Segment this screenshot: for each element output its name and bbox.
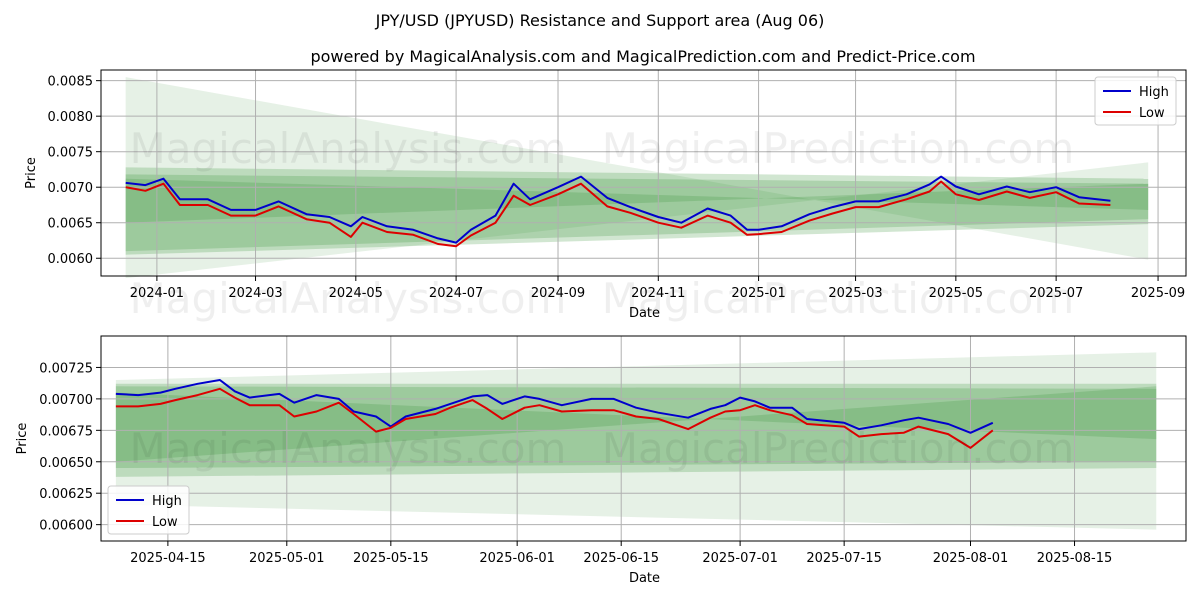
x-tick-label: 2024-07 — [429, 286, 483, 301]
x-tick-label: 2025-07 — [1029, 286, 1083, 301]
y-tick-label: 0.00650 — [39, 456, 93, 471]
x-axis-label: Date — [629, 306, 660, 321]
x-tick-label: 2024-03 — [228, 286, 282, 301]
y-tick-label: 0.00600 — [39, 519, 93, 534]
legend: High Low — [107, 485, 190, 535]
watermark-analysis-3: MagicalAnalysis.com — [130, 424, 567, 473]
y-tick-label: 0.0065 — [48, 217, 94, 232]
y-tick-label: 0.0060 — [48, 252, 94, 267]
support-resistance-band — [115, 386, 1157, 469]
x-axis-label: Date — [629, 571, 660, 586]
y-tick-label: 0.00700 — [39, 393, 93, 408]
x-tick-label: 2025-05 — [929, 286, 983, 301]
x-tick-label: 2025-03 — [828, 286, 882, 301]
watermark-analysis-1: MagicalAnalysis.com — [130, 124, 567, 173]
chart-subtitle: powered by MagicalAnalysis.com and Magic… — [310, 47, 975, 66]
series-line-high — [125, 175, 1111, 244]
support-resistance-band — [125, 174, 1149, 252]
legend-label-low: Low — [152, 515, 178, 530]
x-tick-label: 2025-08-15 — [1037, 551, 1113, 566]
bottom-panel: 2025-04-15 2025-05-01 2025-05-15 2025-06-01… — [15, 335, 1187, 586]
legend-label-high: High — [1139, 85, 1169, 100]
y-tick-label: 0.0070 — [48, 181, 94, 196]
y-tick-label: 0.00675 — [39, 424, 93, 439]
legend: High Low — [1094, 76, 1177, 126]
x-tick-label: 2025-06-01 — [479, 551, 555, 566]
y-axis-label: Price — [24, 157, 39, 189]
legend-label-high: High — [152, 494, 182, 509]
x-tick-label: 2025-06-15 — [583, 551, 659, 566]
plot-frame — [100, 335, 1187, 542]
plot-background — [101, 70, 1186, 276]
x-tick-label: 2024-01 — [130, 286, 184, 301]
series-line-high — [115, 379, 994, 434]
x-tick-label: 2024-11 — [631, 286, 685, 301]
x-tick-label: 2025-07-15 — [806, 551, 882, 566]
y-tick-label: 0.00725 — [39, 361, 93, 376]
chart-title: JPY/USD (JPYUSD) Resistance and Support … — [375, 11, 825, 30]
x-tick-label: 2025-09 — [1131, 286, 1185, 301]
x-tick-label: 2025-01 — [731, 286, 785, 301]
x-tick-label: 2025-05-01 — [249, 551, 325, 566]
support-resistance-band — [115, 386, 1157, 462]
support-resistance-band — [125, 77, 1149, 279]
top-panel: 2024-01 2024-03 2024-05 2024-07 2024-09 2024-… — [24, 69, 1187, 321]
x-tick-label: 2025-05-15 — [353, 551, 429, 566]
watermark-prediction-2: MagicalPrediction.com — [602, 274, 1075, 323]
y-tick-label: 0.0085 — [48, 75, 94, 90]
y-tick-label: 0.0075 — [48, 146, 94, 161]
y-tick-label: 0.00625 — [39, 487, 93, 502]
y-tick-label: 0.0080 — [48, 110, 94, 125]
watermark-prediction-3: MagicalPrediction.com — [602, 424, 1075, 473]
watermark-prediction-1: MagicalPrediction.com — [602, 124, 1075, 173]
x-tick-label: 2025-08-01 — [933, 551, 1009, 566]
plot-background — [101, 336, 1186, 541]
x-tick-label: 2025-04-15 — [130, 551, 206, 566]
x-tick-label: 2024-09 — [531, 286, 585, 301]
plot-frame — [100, 69, 1187, 277]
watermark-analysis-2: MagicalAnalysis.com — [130, 274, 567, 323]
x-tick-label: 2025-07-01 — [702, 551, 778, 566]
support-resistance-band — [115, 352, 1157, 530]
y-axis-label: Price — [15, 423, 30, 455]
support-resistance-band — [125, 167, 1149, 255]
series-line-low — [115, 387, 994, 449]
support-resistance-band — [125, 178, 1149, 223]
x-tick-label: 2024-05 — [329, 286, 383, 301]
series-line-low — [125, 180, 1111, 248]
legend-label-low: Low — [1139, 106, 1165, 121]
